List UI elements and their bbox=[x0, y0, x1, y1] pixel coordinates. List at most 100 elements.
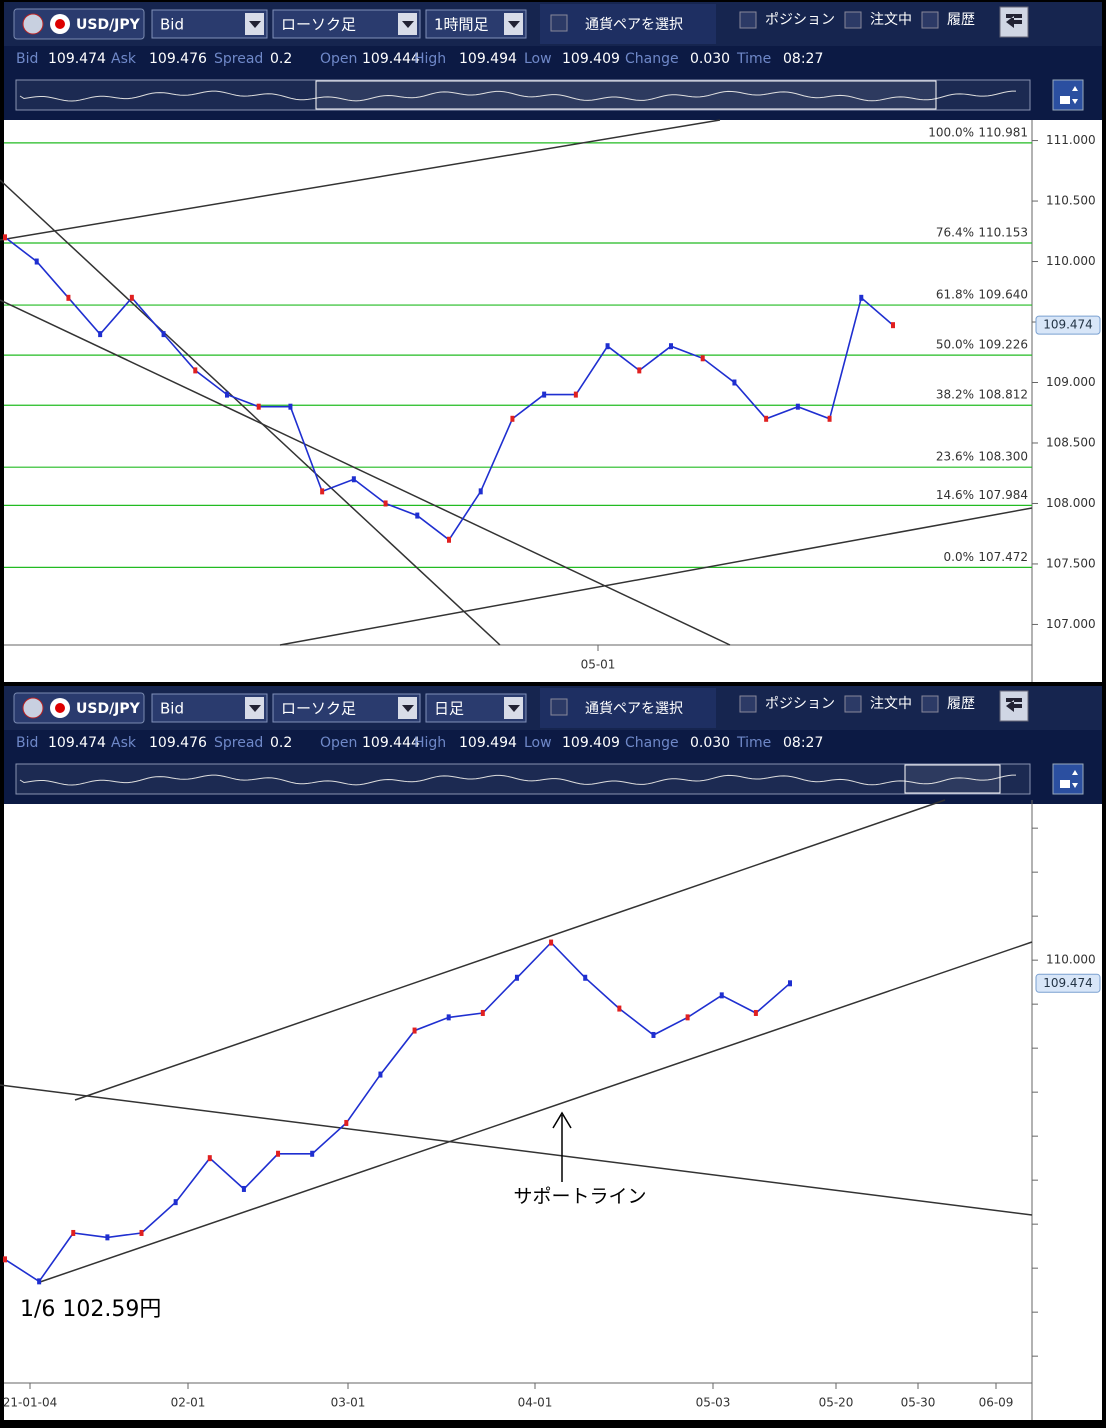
checkbox[interactable] bbox=[550, 698, 568, 716]
checkbox[interactable] bbox=[921, 695, 939, 713]
fib-price: 109.640 bbox=[978, 288, 1028, 302]
candle bbox=[859, 294, 864, 301]
y-tick-label: 110.000 bbox=[1046, 254, 1096, 268]
dropdown[interactable] bbox=[272, 693, 421, 723]
candle bbox=[685, 1014, 690, 1021]
fib-price: 109.226 bbox=[978, 338, 1028, 352]
x-tick-label: 04-01 bbox=[518, 1396, 553, 1410]
quote-value: 0.030 bbox=[690, 51, 730, 67]
candle bbox=[514, 974, 519, 981]
pair-select-button[interactable] bbox=[540, 4, 716, 44]
candle bbox=[105, 1234, 110, 1241]
trend-line bbox=[0, 1084, 1033, 1216]
quote-label: Open bbox=[320, 51, 357, 67]
dropdown-value: 日足 bbox=[434, 700, 464, 718]
quote-label: High bbox=[414, 735, 446, 751]
fib-price: 108.300 bbox=[978, 450, 1028, 464]
candle bbox=[71, 1229, 76, 1236]
current-price-tag bbox=[1035, 315, 1101, 335]
quote-label: Spread bbox=[214, 51, 263, 67]
quote-label: Change bbox=[625, 735, 679, 751]
checkbox[interactable] bbox=[739, 695, 757, 713]
lock-button[interactable] bbox=[1052, 79, 1084, 111]
candle bbox=[139, 1229, 144, 1236]
candle bbox=[753, 1009, 758, 1016]
candle bbox=[700, 355, 705, 362]
chart-area bbox=[4, 120, 1102, 682]
checkbox[interactable] bbox=[844, 11, 862, 29]
candle bbox=[378, 1071, 383, 1078]
fib-pct: 50.0% bbox=[936, 338, 974, 352]
quote-value: 08:27 bbox=[783, 51, 823, 67]
quote-value: 109.494 bbox=[459, 51, 517, 67]
pair-button[interactable] bbox=[13, 8, 145, 40]
chart-area bbox=[4, 804, 1102, 1420]
fib-price: 107.984 bbox=[978, 488, 1028, 502]
quote-value: 0.2 bbox=[270, 735, 292, 751]
y-tick-label: 111.000 bbox=[1046, 133, 1096, 147]
pair-button[interactable] bbox=[13, 692, 145, 724]
fib-price: 110.981 bbox=[978, 125, 1028, 139]
quote-label: Time bbox=[736, 735, 771, 751]
lock-button[interactable] bbox=[1052, 763, 1084, 795]
candle bbox=[412, 1027, 417, 1034]
candle bbox=[549, 939, 554, 946]
checkbox[interactable] bbox=[739, 11, 757, 29]
quote-value: 0.2 bbox=[270, 51, 292, 67]
trend-line bbox=[0, 299, 731, 646]
candle bbox=[320, 488, 325, 495]
pair-select-label: 通貨ペアを選択 bbox=[585, 700, 683, 717]
candle bbox=[193, 367, 198, 374]
dropdown-value: ローソク足 bbox=[281, 16, 356, 34]
flag-jp-dot bbox=[55, 703, 65, 713]
candle bbox=[256, 403, 261, 410]
quote-value: 0.030 bbox=[690, 735, 730, 751]
x-tick-label: 05-01 bbox=[581, 658, 616, 672]
quote-value: 109.474 bbox=[48, 51, 106, 67]
fib-price: 107.472 bbox=[978, 550, 1028, 564]
pair-label: USD/JPY bbox=[76, 17, 141, 33]
quote-value: 109.494 bbox=[459, 735, 517, 751]
quote-label: Low bbox=[524, 51, 552, 67]
checkbox[interactable] bbox=[844, 695, 862, 713]
dropdown-arrow bbox=[402, 21, 414, 28]
navigator[interactable] bbox=[15, 763, 1031, 795]
checkbox[interactable] bbox=[921, 11, 939, 29]
checkbox[interactable] bbox=[550, 14, 568, 32]
fib-pct: 100.0% bbox=[928, 125, 974, 139]
candle bbox=[605, 343, 610, 350]
navigator-line bbox=[19, 90, 1017, 102]
navigator-window[interactable] bbox=[904, 764, 1001, 794]
dropdown-arrow bbox=[402, 705, 414, 712]
candle bbox=[795, 403, 800, 410]
flag-us bbox=[22, 13, 44, 35]
fib-pct: 61.8% bbox=[936, 288, 974, 302]
quote-label: Low bbox=[524, 735, 552, 751]
x-tick-label: 02-01 bbox=[171, 1396, 206, 1410]
candle bbox=[446, 1014, 451, 1021]
quote-value: 109.409 bbox=[562, 735, 620, 751]
dropdown[interactable] bbox=[272, 9, 421, 39]
trend-line bbox=[0, 179, 501, 646]
pair-select-button[interactable] bbox=[540, 688, 716, 728]
candle bbox=[225, 391, 229, 398]
lock-icon bbox=[1060, 86, 1078, 104]
quote-label: Bid bbox=[16, 735, 38, 751]
fib-pct: 38.2% bbox=[936, 388, 974, 402]
tab-label: 履歴 bbox=[947, 12, 975, 28]
x-tick-label: 05-03 bbox=[696, 1396, 731, 1410]
candle bbox=[732, 379, 737, 386]
quote-label: Open bbox=[320, 735, 357, 751]
candle bbox=[288, 403, 293, 410]
candle bbox=[788, 980, 792, 987]
trend-line bbox=[39, 941, 1033, 1283]
x-tick-label: 06-09 bbox=[979, 1396, 1014, 1410]
flag-jp-dot bbox=[55, 19, 65, 29]
candle bbox=[98, 331, 103, 338]
candle bbox=[3, 234, 7, 241]
quote-label: Bid bbox=[16, 51, 38, 67]
navigator-line bbox=[19, 774, 1017, 786]
navigator-window[interactable] bbox=[315, 80, 937, 110]
candle bbox=[207, 1155, 212, 1162]
